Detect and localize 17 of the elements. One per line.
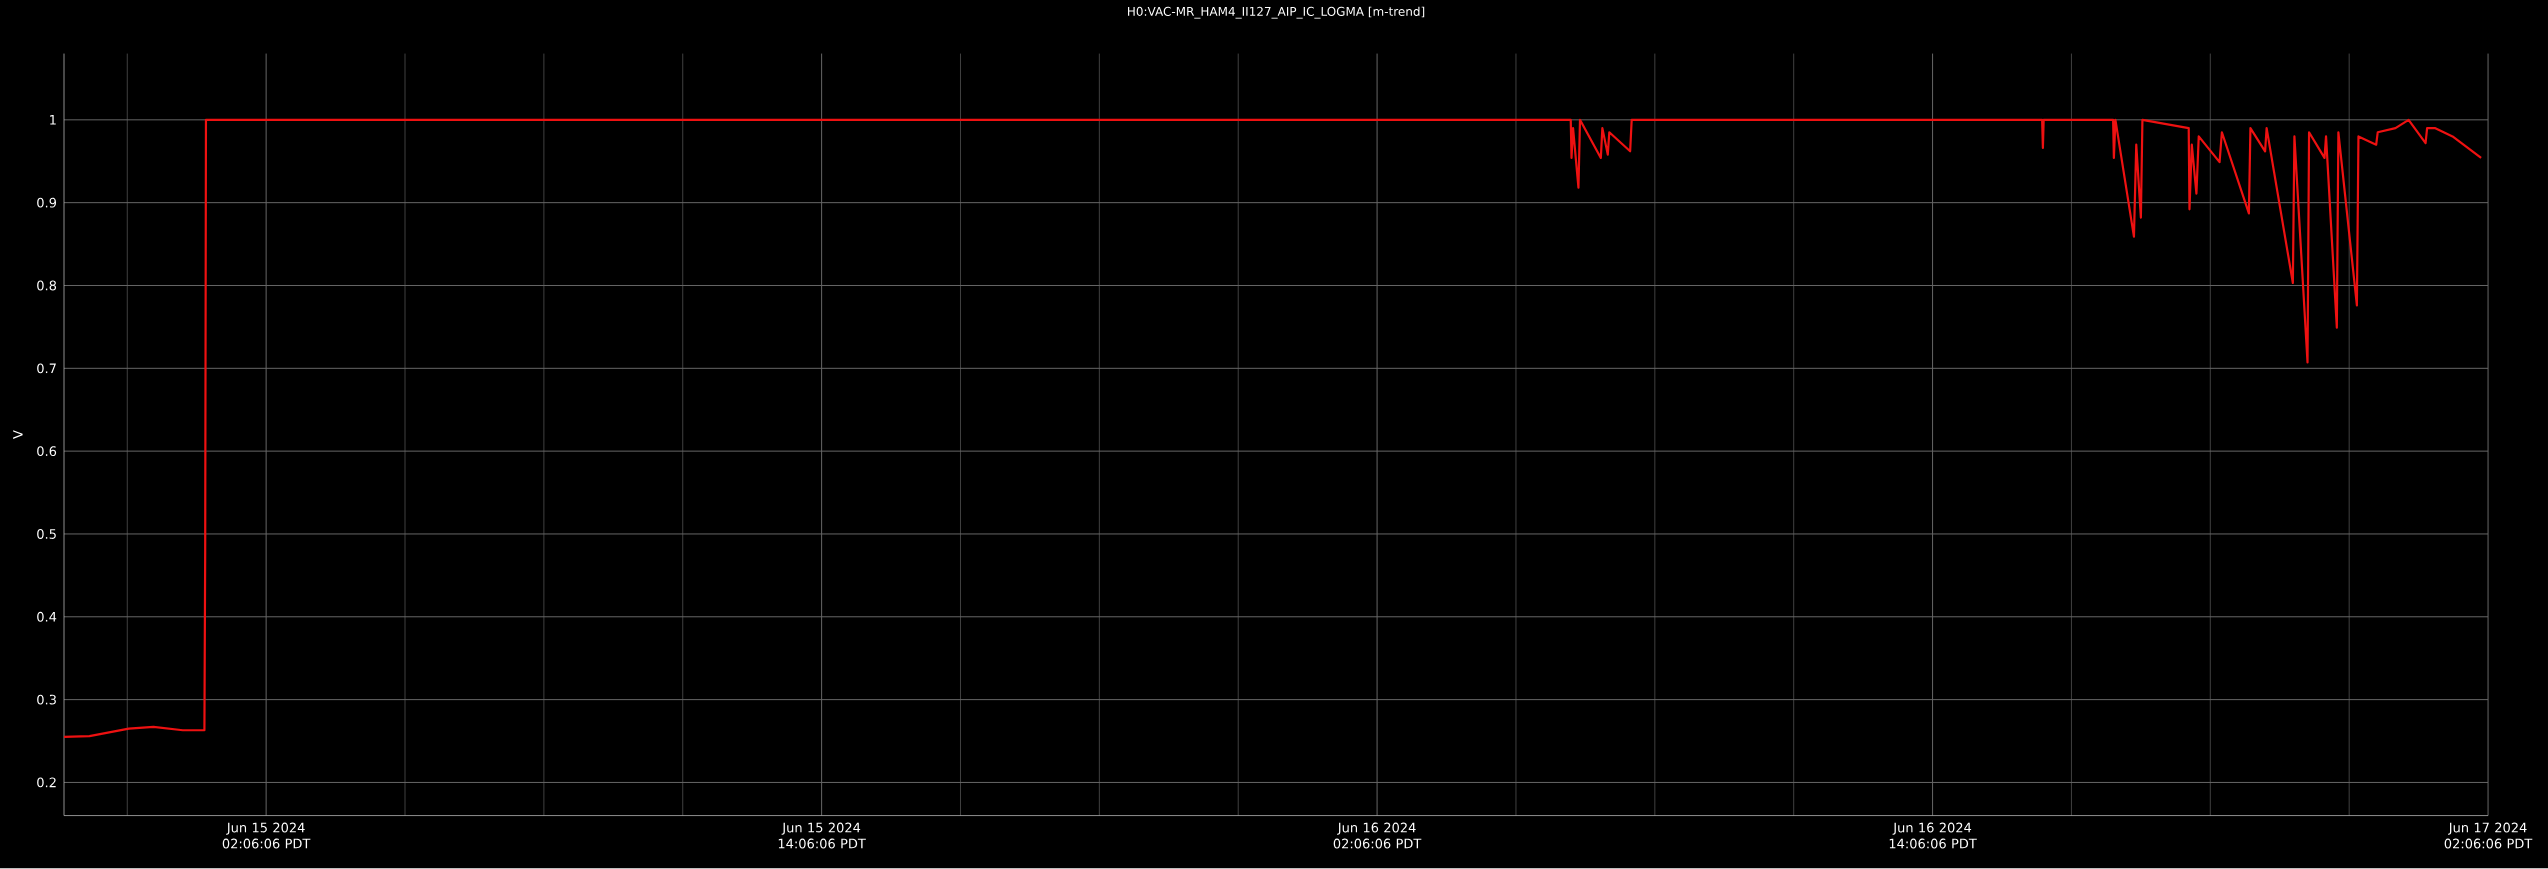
- y-tick-label: 0.3: [37, 694, 56, 705]
- y-tick-label: 0.2: [37, 777, 56, 788]
- y-tick-label: 0.7: [37, 363, 56, 374]
- y-tick-label: 0.8: [37, 280, 57, 291]
- y-tick-label: 0.5: [37, 529, 56, 540]
- line-series: [64, 118, 2483, 739]
- y-tick-label: 0.4: [37, 612, 57, 622]
- x-tick-label: Jun 16 2024 02:06:06 PDT: [1333, 822, 1422, 849]
- x-tick-label: Jun 16 2024 14:06:06 PDT: [1889, 822, 1977, 849]
- x-tick-label: Jun 17 2024 02:06:06 PDT: [2444, 822, 2533, 849]
- x-tick-label: Jun 15 2024 02:06:06 PDT: [222, 822, 311, 849]
- y-tick-label: 0.6: [37, 446, 57, 457]
- x-tick-label: Jun 15 2024 14:06:06 PDT: [778, 822, 866, 849]
- y-axis-title: V: [13, 430, 23, 440]
- y-tick-label: 1: [50, 115, 56, 125]
- y-tick-label: 0.9: [37, 197, 57, 208]
- chart-title: H0:VAC-MR_HAM4_II127_AIP_IC_LOGMA [m-trend]: [1128, 6, 1425, 19]
